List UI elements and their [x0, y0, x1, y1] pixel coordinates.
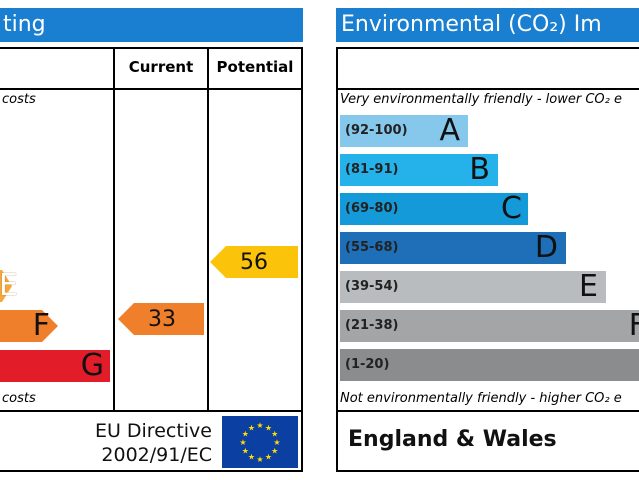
- eu-flag-star: ★: [265, 423, 272, 432]
- eu-directive-line1: EU Directive: [94, 420, 212, 442]
- eu-directive-line2: 2002/91/EC: [101, 444, 212, 466]
- environment-footer-divider: [336, 410, 639, 412]
- current-column-divider: [113, 47, 115, 412]
- potential-column-header: Potential: [216, 58, 294, 76]
- current-rating-value: 33: [148, 307, 176, 332]
- energy-header-divider: [0, 88, 303, 90]
- environment-panel-title: Environmental (CO₂) Im: [341, 12, 602, 37]
- region-label: England & Wales: [348, 427, 557, 452]
- energy-band-g-letter: G: [80, 348, 104, 383]
- env-band-f-range: (21-38): [345, 318, 399, 333]
- env-band-c: (69-80) C: [340, 191, 528, 226]
- environment-panel-title-bar: Environmental (CO₂) Im: [336, 8, 639, 42]
- energy-panel-frame: [0, 47, 303, 472]
- eu-flag-star: ★: [273, 438, 280, 447]
- eu-flag-star: ★: [242, 430, 249, 439]
- environment-top-note: Very environmentally friendly - lower CO…: [340, 92, 623, 107]
- env-band-b: (81-91) B: [340, 152, 498, 187]
- energy-panel-title-bar: ting: [0, 8, 303, 42]
- env-band-f: (21-38) F: [340, 308, 639, 343]
- env-band-c-letter: C: [501, 191, 522, 226]
- energy-band-f-letter: F: [32, 308, 50, 343]
- energy-band-e: E: [0, 270, 18, 303]
- energy-band-e-letter: E: [0, 270, 18, 303]
- eu-directive-text: EU Directive 2002/91/EC: [60, 419, 212, 467]
- current-rating-arrow: 33: [118, 303, 204, 335]
- env-band-b-letter: B: [469, 152, 490, 187]
- environment-bottom-note: Not environmentally friendly - higher CO…: [340, 391, 622, 406]
- potential-rating-arrow: 56: [210, 246, 298, 278]
- env-band-c-range: (69-80): [345, 201, 399, 216]
- energy-band-g: G: [0, 348, 110, 383]
- env-band-d-range: (55-68): [345, 240, 399, 255]
- energy-bottom-note: costs: [2, 391, 36, 406]
- eu-flag-star: ★: [256, 455, 263, 464]
- eu-flag-star: ★: [271, 430, 278, 439]
- env-band-e-letter: E: [579, 269, 598, 304]
- energy-top-note: costs: [2, 92, 36, 107]
- environment-header-divider: [336, 88, 639, 90]
- eu-flag-star: ★: [271, 447, 278, 456]
- env-band-d-letter: D: [534, 230, 558, 265]
- env-band-d: (55-68) D: [340, 230, 566, 265]
- energy-panel-title: ting: [3, 12, 46, 37]
- potential-rating-value: 56: [240, 250, 268, 275]
- potential-column-divider: [207, 47, 209, 412]
- eu-flag-star: ★: [248, 453, 255, 462]
- env-band-f-letter: F: [628, 308, 639, 343]
- eu-flag-icon: ★ ★ ★ ★ ★ ★ ★ ★ ★ ★ ★ ★: [222, 416, 298, 468]
- energy-band-f: F: [0, 308, 58, 343]
- env-band-e-range: (39-54): [345, 279, 399, 294]
- env-band-g-range: (1-20): [345, 357, 390, 372]
- eu-flag-star: ★: [242, 447, 249, 456]
- eu-flag-star: ★: [248, 423, 255, 432]
- environment-bands: (92-100) A (81-91) B (69-80) C (55-68) D…: [340, 115, 639, 383]
- env-band-a-letter: A: [439, 115, 460, 148]
- current-column-header: Current: [128, 58, 194, 76]
- env-band-e: (39-54) E: [340, 269, 606, 304]
- energy-footer-divider: [0, 410, 303, 412]
- environment-panel-frame: [336, 47, 639, 472]
- env-band-a-range: (92-100): [345, 123, 408, 138]
- energy-bands: E F G: [0, 270, 113, 390]
- env-band-a: (92-100) A: [340, 115, 468, 148]
- eu-flag-star: ★: [256, 421, 263, 430]
- eu-flag-star: ★: [239, 438, 246, 447]
- env-band-b-range: (81-91): [345, 162, 399, 177]
- env-band-g: (1-20): [340, 349, 639, 381]
- eu-flag-star: ★: [265, 453, 272, 462]
